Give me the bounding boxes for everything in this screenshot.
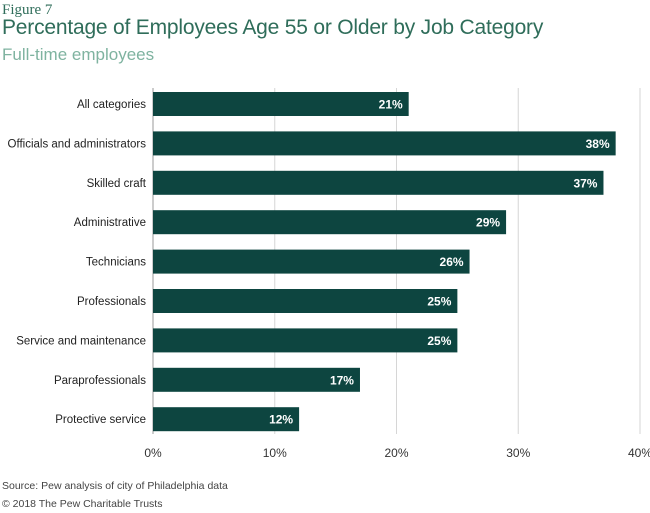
- x-tick-label: 20%: [384, 446, 408, 460]
- bar: [153, 210, 507, 235]
- bar-chart: 0% 10% 20% 30% 40% All categories 21% Officials…: [8, 88, 650, 460]
- bar: [153, 289, 458, 313]
- bar: [153, 328, 458, 353]
- bar: [153, 407, 300, 432]
- data-label: 21%: [379, 98, 403, 112]
- bar: [153, 131, 616, 156]
- bar: [153, 367, 360, 392]
- copyright-note: © 2018 The Pew Charitable Trusts: [2, 498, 163, 510]
- category-label: Officials and administrators: [8, 138, 147, 150]
- data-label: 17%: [330, 373, 354, 387]
- x-tick-label: 0%: [144, 446, 162, 460]
- data-label: 29%: [476, 216, 500, 230]
- category-label: Service and maintenance: [16, 335, 146, 347]
- bar: [153, 92, 409, 116]
- category-label: Technicians: [86, 257, 146, 269]
- bar: [153, 170, 604, 195]
- x-tick-label: 30%: [506, 446, 530, 460]
- x-tick-label: 40%: [628, 446, 650, 460]
- figure-label: Figure 7: [2, 2, 53, 18]
- bar: [153, 249, 470, 274]
- category-label: All categories: [77, 99, 146, 111]
- category-label: Professionals: [77, 296, 146, 308]
- data-label: 37%: [573, 176, 597, 190]
- data-label: 38%: [586, 137, 610, 151]
- chart-subtitle: Full-time employees: [2, 45, 155, 64]
- chart-title: Percentage of Employees Age 55 or Older …: [2, 16, 544, 39]
- category-label: Administrative: [74, 217, 146, 229]
- x-tick-label: 10%: [263, 446, 287, 460]
- category-label: Paraprofessionals: [54, 375, 146, 387]
- category-label: Protective service: [55, 414, 146, 426]
- data-label: 12%: [269, 413, 293, 427]
- category-label: Skilled craft: [87, 178, 147, 190]
- data-label: 25%: [427, 295, 451, 309]
- data-label: 26%: [440, 255, 464, 269]
- data-label: 25%: [427, 334, 451, 348]
- source-note: Source: Pew analysis of city of Philadel…: [2, 480, 228, 492]
